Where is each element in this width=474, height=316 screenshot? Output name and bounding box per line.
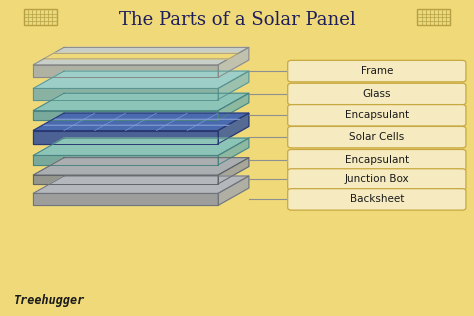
Polygon shape [33, 88, 218, 100]
Polygon shape [218, 93, 249, 120]
Polygon shape [33, 93, 249, 111]
Text: Frame: Frame [361, 66, 393, 76]
Text: Backsheet: Backsheet [350, 194, 404, 204]
FancyBboxPatch shape [288, 60, 466, 82]
Polygon shape [33, 47, 249, 65]
FancyBboxPatch shape [24, 9, 57, 25]
Polygon shape [33, 138, 249, 155]
Text: Encapsulant: Encapsulant [345, 110, 409, 120]
Text: Encapsulant: Encapsulant [345, 155, 409, 165]
Text: Junction Box: Junction Box [345, 174, 409, 185]
Text: Treehugger: Treehugger [14, 294, 85, 307]
Polygon shape [218, 158, 249, 184]
FancyBboxPatch shape [288, 149, 466, 171]
Polygon shape [218, 113, 249, 144]
FancyBboxPatch shape [288, 83, 466, 105]
Text: Solar Cells: Solar Cells [349, 132, 404, 142]
FancyBboxPatch shape [288, 126, 466, 148]
Polygon shape [44, 53, 238, 59]
Polygon shape [33, 131, 218, 144]
FancyBboxPatch shape [288, 105, 466, 126]
FancyBboxPatch shape [288, 169, 466, 190]
Text: The Parts of a Solar Panel: The Parts of a Solar Panel [118, 11, 356, 29]
Polygon shape [218, 138, 249, 165]
Polygon shape [33, 113, 249, 131]
Polygon shape [218, 71, 249, 100]
Polygon shape [33, 193, 218, 205]
Polygon shape [218, 47, 249, 77]
Polygon shape [33, 65, 218, 77]
Polygon shape [33, 111, 218, 120]
FancyBboxPatch shape [417, 9, 450, 25]
Polygon shape [33, 176, 249, 193]
FancyBboxPatch shape [288, 189, 466, 210]
Polygon shape [33, 175, 218, 184]
Polygon shape [33, 158, 249, 175]
Text: Glass: Glass [363, 89, 391, 99]
Polygon shape [33, 71, 249, 88]
Polygon shape [218, 176, 249, 205]
Polygon shape [33, 155, 218, 165]
